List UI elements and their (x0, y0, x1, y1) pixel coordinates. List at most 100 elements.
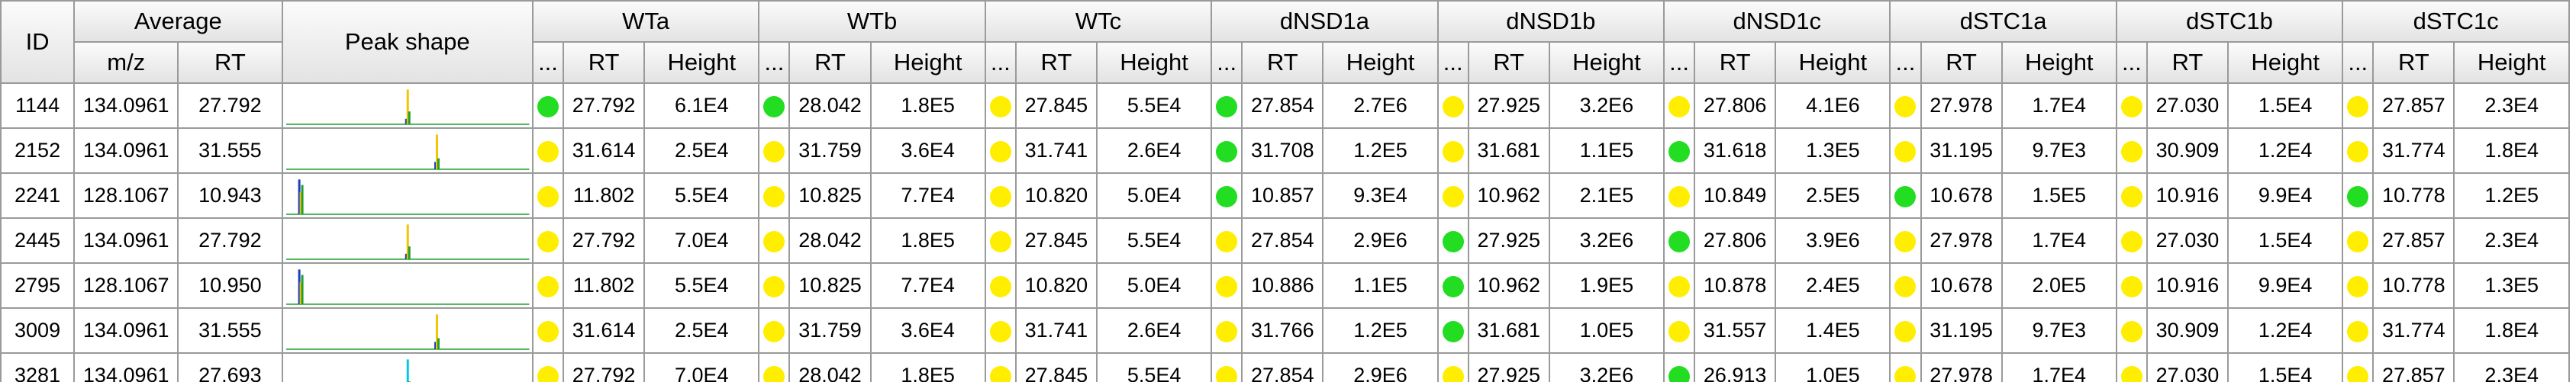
column-header-rt[interactable]: RT (788, 41, 872, 84)
cell-sample-rt: 31.681 (1467, 127, 1550, 174)
cell-sample-height: 1.4E5 (1775, 307, 1891, 354)
cell-sample-height: 5.0E4 (1095, 262, 1213, 309)
column-header-height[interactable]: Height (2453, 41, 2570, 84)
cell-mz: 128.1067 (73, 172, 179, 219)
column-group-sample[interactable]: dSTC1a (1889, 0, 2117, 43)
column-header-height[interactable]: Height (1775, 41, 1891, 84)
cell-status (1889, 352, 1922, 382)
cell-status (758, 127, 791, 174)
status-dot-yellow-icon (1894, 95, 1917, 117)
status-dot-green-icon (2347, 185, 2369, 207)
cell-sample-rt: 10.849 (1694, 172, 1777, 219)
cell-status (758, 217, 791, 264)
cell-sample-height: 3.2E6 (1548, 352, 1665, 382)
cell-sample-rt: 10.825 (788, 262, 872, 309)
cell-sample-height: 1.7E4 (2001, 217, 2117, 264)
column-header-id[interactable]: ID (0, 0, 76, 84)
column-group-sample[interactable]: dSTC1b (2115, 0, 2344, 43)
column-header-rt[interactable]: RT (1014, 41, 1098, 84)
cell-peak-shape (281, 82, 534, 129)
status-dot-green-icon (1668, 230, 1691, 252)
cell-status (531, 82, 565, 129)
cell-mz: 134.0961 (73, 352, 179, 382)
table-row[interactable]: 2152 134.0961 31.555 31.614 2.5E4 31.759 3.6E4… (0, 127, 2570, 174)
column-header-more[interactable]: ... (984, 41, 1017, 84)
column-header-rt[interactable]: RT (177, 41, 283, 84)
cell-sample-height: 1.7E4 (2001, 352, 2117, 382)
column-header-mz[interactable]: m/z (73, 41, 179, 84)
status-dot-green-icon (1216, 185, 1238, 207)
column-header-more[interactable]: ... (1889, 41, 1922, 84)
column-header-more[interactable]: ... (1436, 41, 1469, 84)
cell-sample-rt: 27.854 (1241, 82, 1324, 129)
column-header-height[interactable]: Height (1095, 41, 1213, 84)
column-header-height[interactable]: Height (869, 41, 986, 84)
table-row[interactable]: 2795 128.1067 10.950 11.802 5.5E4 10.825 7.7E4… (0, 262, 2570, 309)
column-header-more[interactable]: ... (758, 41, 791, 84)
cell-sample-height: 1.8E4 (2453, 127, 2570, 174)
column-header-rt[interactable]: RT (1694, 41, 1777, 84)
column-group-sample[interactable]: dNSD1b (1436, 0, 1665, 43)
cell-status (984, 352, 1017, 382)
column-group-sample[interactable]: dNSD1a (1211, 0, 1439, 43)
cell-sample-rt: 27.925 (1467, 352, 1550, 382)
cell-status (984, 217, 1017, 264)
column-group-sample[interactable]: WTa (531, 0, 760, 43)
column-header-height[interactable]: Height (2001, 41, 2117, 84)
table-row[interactable]: 1144 134.0961 27.792 27.792 6.1E4 28.042 1.8E5… (0, 82, 2570, 129)
column-group-sample[interactable]: dNSD1c (1663, 0, 1891, 43)
cell-sample-rt: 10.878 (1694, 262, 1777, 309)
cell-sample-rt: 31.557 (1694, 307, 1777, 354)
status-dot-green-icon (1442, 275, 1464, 297)
column-header-rt[interactable]: RT (2146, 41, 2229, 84)
column-group-sample[interactable]: dSTC1c (2342, 0, 2570, 43)
cell-sample-rt: 28.042 (788, 217, 872, 264)
cell-sample-height: 2.0E5 (2001, 262, 2117, 309)
column-group-sample[interactable]: WTc (984, 0, 1213, 43)
table-row[interactable]: 3281 134.0961 27.693 27.792 7.0E4 28.042 1.8E5… (0, 352, 2570, 382)
cell-status (531, 262, 565, 309)
status-dot-yellow-icon (2347, 365, 2369, 382)
column-header-peak-shape[interactable]: Peak shape (281, 0, 534, 84)
column-header-more[interactable]: ... (1211, 41, 1243, 84)
column-header-more[interactable]: ... (2342, 41, 2374, 84)
column-header-rt[interactable]: RT (563, 41, 646, 84)
column-header-more[interactable]: ... (2115, 41, 2148, 84)
cell-status (1436, 172, 1469, 219)
status-dot-yellow-icon (2120, 365, 2142, 382)
status-dot-yellow-icon (1894, 140, 1917, 162)
status-dot-yellow-icon (537, 230, 559, 252)
status-dot-yellow-icon (1894, 230, 1917, 252)
cell-sample-rt: 27.030 (2146, 352, 2229, 382)
cell-sample-height: 3.2E6 (1548, 82, 1665, 129)
column-header-height[interactable]: Height (1322, 41, 1439, 84)
cell-sample-rt: 27.845 (1014, 217, 1098, 264)
table-row[interactable]: 2241 128.1067 10.943 11.802 5.5E4 10.825 7.7E4… (0, 172, 2570, 219)
status-dot-yellow-icon (989, 320, 1011, 342)
column-header-rt[interactable]: RT (1467, 41, 1550, 84)
status-dot-yellow-icon (1668, 95, 1691, 117)
cell-status (758, 307, 791, 354)
table-row[interactable]: 2445 134.0961 27.792 27.792 7.0E4 28.042 1.8E5… (0, 217, 2570, 264)
column-header-more[interactable]: ... (531, 41, 565, 84)
column-header-more[interactable]: ... (1663, 41, 1696, 84)
cell-sample-height: 7.7E4 (869, 172, 986, 219)
column-header-rt[interactable]: RT (1920, 41, 2003, 84)
column-header-rt[interactable]: RT (2372, 41, 2455, 84)
cell-sample-rt: 27.792 (563, 217, 646, 264)
cell-peak-shape (281, 172, 534, 219)
column-header-height[interactable]: Height (2227, 41, 2344, 84)
column-header-rt[interactable]: RT (1241, 41, 1324, 84)
status-dot-yellow-icon (1442, 140, 1464, 162)
cell-status (1436, 262, 1469, 309)
column-header-height[interactable]: Height (1548, 41, 1665, 84)
cell-status (1663, 217, 1696, 264)
cell-sample-rt: 10.778 (2372, 262, 2455, 309)
cell-sample-rt: 31.614 (563, 127, 646, 174)
column-header-height[interactable]: Height (643, 41, 760, 84)
column-group-sample[interactable]: WTb (758, 0, 986, 43)
status-dot-yellow-icon (2347, 320, 2369, 342)
table-row[interactable]: 3009 134.0961 31.555 31.614 2.5E4 31.759 3.6E4… (0, 307, 2570, 354)
cell-sample-rt: 31.741 (1014, 307, 1098, 354)
column-group-average[interactable]: Average (73, 0, 283, 43)
